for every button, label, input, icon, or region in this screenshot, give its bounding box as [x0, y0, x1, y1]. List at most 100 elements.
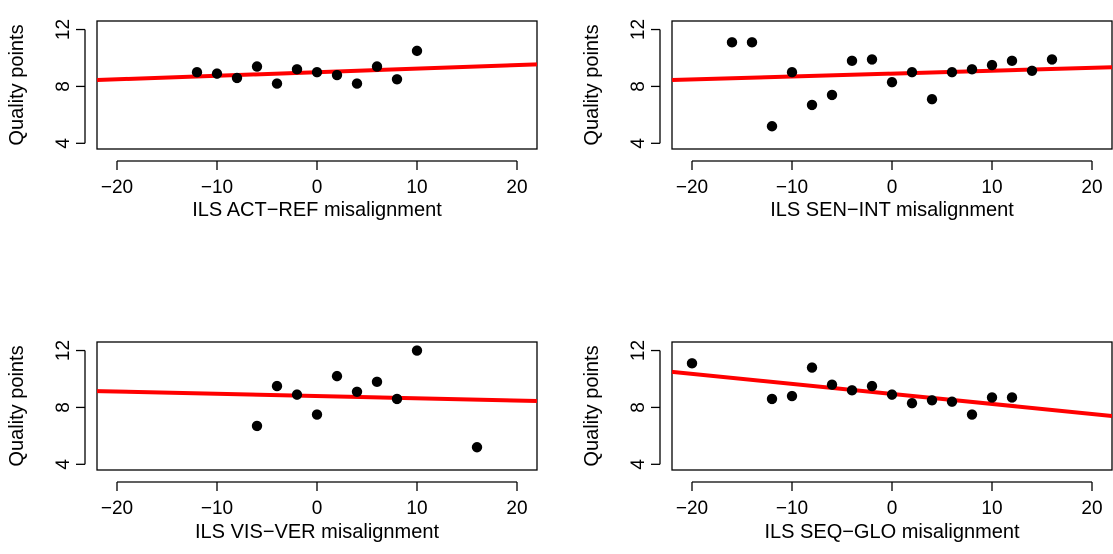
- x-tick-label: 20: [506, 177, 527, 198]
- y-tick-label: 12: [53, 340, 74, 361]
- x-tick-label: −10: [201, 177, 233, 198]
- x-axis-title: ILS SEN−INT misalignment: [770, 199, 1014, 221]
- data-point: [886, 389, 898, 400]
- y-tick-label: 12: [628, 19, 649, 40]
- data-point: [786, 390, 798, 402]
- data-point: [966, 409, 978, 420]
- data-point: [986, 392, 998, 403]
- data-point: [271, 78, 283, 89]
- plot-frame: [671, 341, 1113, 471]
- y-tick-label: 8: [628, 402, 649, 413]
- x-tick-label: 0: [887, 177, 898, 198]
- data-point: [986, 59, 998, 71]
- plot-frame: [96, 20, 538, 150]
- data-point: [906, 67, 918, 78]
- chart-panel-4: −20 −10 0 10 20 4 8 12 ILS SEQ−GLO misalignment Q…: [581, 340, 1113, 543]
- x-axis-title: ILS VIS−VER misalignment: [195, 521, 439, 543]
- data-point: [351, 78, 363, 89]
- y-tick-label: 4: [53, 138, 74, 149]
- data-point: [251, 61, 263, 72]
- x-tick-label: 20: [506, 498, 527, 519]
- x-tick-label: 10: [981, 498, 1002, 519]
- data-point: [291, 64, 303, 75]
- data-point: [846, 385, 858, 396]
- data-point: [786, 67, 798, 78]
- data-point: [1006, 392, 1018, 403]
- data-point: [191, 67, 203, 78]
- data-point: [726, 37, 738, 48]
- x-tick-label: 20: [1081, 498, 1102, 519]
- data-point: [746, 37, 758, 48]
- y-axis-title: Quality points: [581, 345, 603, 466]
- y-tick-label: 8: [53, 402, 74, 413]
- data-point: [471, 442, 483, 453]
- data-point: [211, 68, 223, 79]
- data-point: [371, 376, 383, 388]
- x-tick-label: 20: [1081, 177, 1102, 198]
- y-tick-label: 4: [628, 459, 649, 470]
- x-tick-label: −20: [676, 177, 708, 198]
- x-tick-label: 0: [312, 498, 323, 519]
- y-tick-label: 8: [53, 81, 74, 92]
- x-tick-label: 0: [312, 177, 323, 198]
- y-tick-label: 4: [628, 138, 649, 149]
- regression-line: [672, 65, 1112, 83]
- data-point: [826, 379, 838, 390]
- data-point: [806, 99, 818, 111]
- data-point: [311, 67, 323, 78]
- x-tick-label: −20: [101, 498, 133, 519]
- data-point: [391, 393, 403, 405]
- x-tick-label: −10: [201, 498, 233, 519]
- data-point: [271, 380, 283, 392]
- data-point: [946, 67, 958, 78]
- x-tick-label: 10: [406, 498, 427, 519]
- data-point: [926, 94, 938, 105]
- data-point: [391, 74, 403, 85]
- data-point: [906, 397, 918, 409]
- data-point: [1006, 55, 1018, 67]
- regression-line: [97, 389, 537, 404]
- data-point: [686, 358, 698, 369]
- data-point: [926, 395, 938, 406]
- y-axis-title: Quality points: [6, 345, 28, 466]
- data-point: [806, 362, 818, 373]
- y-tick-label: 8: [628, 81, 649, 92]
- x-tick-label: 10: [981, 177, 1002, 198]
- data-point: [1046, 54, 1058, 65]
- data-point: [411, 345, 423, 356]
- data-point: [231, 72, 243, 84]
- data-point: [766, 393, 778, 405]
- x-tick-label: 10: [406, 177, 427, 198]
- x-axis-title: ILS ACT−REF misalignment: [192, 199, 442, 221]
- data-point: [291, 389, 303, 400]
- y-axis-title: Quality points: [6, 24, 28, 145]
- data-point: [846, 55, 858, 67]
- data-point: [411, 45, 423, 57]
- chart-panel-2: −20 −10 0 10 20 4 8 12 ILS SEN−INT misalignment Q…: [581, 19, 1113, 221]
- x-tick-label: −20: [676, 498, 708, 519]
- data-point: [251, 420, 263, 432]
- x-tick-label: −10: [776, 498, 808, 519]
- data-point: [866, 54, 878, 65]
- x-tick-label: −10: [776, 177, 808, 198]
- data-point: [331, 69, 343, 81]
- chart-panel-3: −20 −10 0 10 20 4 8 12 ILS VIS−VER misalignment Q…: [6, 340, 538, 543]
- x-tick-label: −20: [101, 177, 133, 198]
- data-point: [1026, 65, 1038, 76]
- data-point: [966, 64, 978, 75]
- data-point: [351, 386, 363, 397]
- y-tick-label: 12: [53, 19, 74, 40]
- data-point: [331, 370, 343, 382]
- data-point: [311, 409, 323, 420]
- y-axis-title: Quality points: [581, 24, 603, 145]
- y-tick-label: 12: [628, 340, 649, 361]
- chart-panel-1: −20 −10 0 10 20 4 8 12 ILS ACT−REF misalignment Q…: [6, 19, 538, 221]
- data-point: [886, 76, 898, 88]
- data-point: [826, 89, 838, 101]
- data-point: [946, 396, 958, 407]
- plot-frame: [671, 20, 1113, 150]
- plot-frame: [96, 341, 538, 471]
- x-tick-label: 0: [887, 498, 898, 519]
- x-axis-title: ILS SEQ−GLO misalignment: [764, 521, 1020, 543]
